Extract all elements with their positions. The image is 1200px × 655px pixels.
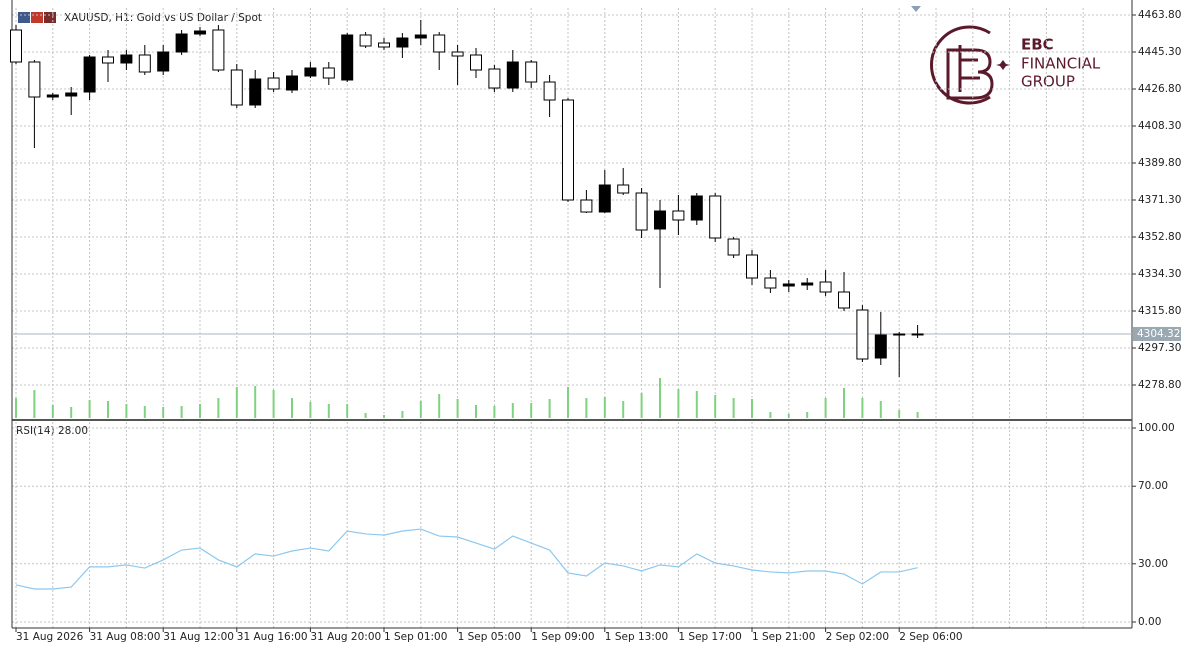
y-tick-label: 30.00 — [1138, 558, 1168, 570]
candle-body — [598, 184, 611, 213]
candle-body — [562, 99, 574, 201]
candle-body — [727, 238, 740, 256]
candle-body — [672, 210, 685, 221]
x-tick-label: 31 Aug 12:00 — [163, 631, 234, 643]
candle-body — [819, 281, 832, 293]
candle-body — [414, 34, 427, 39]
logo-text: EBC — [1021, 36, 1054, 54]
x-tick-label: 1 Sep 01:00 — [384, 631, 447, 643]
candle-body — [746, 254, 758, 279]
candle-body — [764, 277, 777, 289]
candle-body — [635, 192, 648, 231]
candle-body — [874, 334, 887, 359]
candle-body — [120, 54, 133, 64]
rsi-line — [15, 528, 918, 590]
y-tick-label: 4278.80 — [1138, 379, 1181, 391]
x-tick-label: 31 Aug 08:00 — [90, 631, 161, 643]
candle-body — [138, 54, 151, 73]
shift-marker — [911, 6, 921, 12]
candle-body — [267, 77, 280, 90]
y-tick-label: 4389.80 — [1138, 157, 1181, 169]
last-price-tag — [1133, 326, 1181, 341]
y-tick-label: 4297.30 — [1138, 342, 1181, 354]
candle-body — [230, 69, 243, 106]
y-tick-label: 100.00 — [1138, 422, 1175, 434]
y-tick-label: 70.00 — [1138, 480, 1168, 492]
x-tick-label: 31 Aug 16:00 — [237, 631, 308, 643]
logo-text: FINANCIAL — [1021, 55, 1101, 73]
y-tick-label: 4445.30 — [1138, 46, 1181, 58]
candle-body — [782, 283, 795, 287]
y-tick-label: 4352.80 — [1138, 231, 1181, 243]
x-tick-label: 2 Sep 06:00 — [899, 631, 962, 643]
candle-body — [838, 291, 850, 309]
candle-body — [304, 67, 317, 77]
candle-body — [525, 61, 538, 83]
x-tick-label: 1 Sep 13:00 — [605, 631, 668, 643]
candle-body — [654, 210, 666, 230]
y-tick-label: 4315.80 — [1138, 305, 1181, 317]
y-tick-label: 4371.30 — [1138, 194, 1181, 206]
candle-body — [194, 30, 206, 35]
candle-body — [709, 195, 722, 239]
indicator-title: RSI(14) 28.00 — [16, 425, 88, 437]
candle-body — [856, 309, 869, 360]
logo: EBC FINANCIAL GROUP — [930, 25, 1101, 105]
candle-body — [212, 29, 225, 71]
y-tick-label: 4426.80 — [1138, 83, 1181, 95]
x-tick-label: 1 Sep 05:00 — [458, 631, 521, 643]
candle-body — [46, 94, 59, 98]
candle-body — [286, 75, 298, 91]
candle-body — [157, 51, 170, 72]
candle-body — [451, 51, 464, 57]
candle-body — [249, 78, 262, 106]
y-tick-label: 4334.30 — [1138, 268, 1181, 280]
candle-body — [911, 333, 924, 336]
candle-body — [341, 34, 354, 81]
candle-body — [322, 67, 335, 79]
x-tick-label: 1 Sep 09:00 — [531, 631, 594, 643]
x-tick-label: 2 Sep 02:00 — [826, 631, 889, 643]
logo-text: GROUP — [1021, 73, 1075, 91]
candle-body — [65, 92, 78, 97]
candle-body — [378, 42, 390, 48]
y-tick-label: 4463.80 — [1138, 9, 1181, 21]
candle-body — [102, 56, 114, 64]
candle-body — [543, 81, 556, 101]
candle-body — [470, 54, 482, 71]
candle-body — [617, 184, 630, 194]
candle-body — [83, 56, 96, 93]
candle-body — [488, 68, 501, 89]
candle-body — [801, 282, 814, 286]
candle-body — [433, 34, 446, 53]
candle-body — [10, 29, 22, 63]
symbol-icon — [18, 12, 56, 23]
x-tick-label: 31 Aug 2026 — [16, 631, 84, 643]
y-tick-label: 0.00 — [1138, 616, 1161, 628]
x-tick-label: 31 Aug 20:00 — [310, 631, 381, 643]
x-tick-label: 1 Sep 21:00 — [752, 631, 815, 643]
candle-body — [175, 33, 188, 53]
x-tick-label: 1 Sep 17:00 — [678, 631, 741, 643]
candle-body — [359, 34, 372, 47]
candle-body — [28, 61, 41, 98]
last-price-label: 4304.32 — [1137, 328, 1180, 340]
candle-body — [580, 199, 593, 213]
candle-body — [396, 37, 409, 48]
candle-body — [893, 333, 906, 336]
candle-body — [506, 61, 519, 89]
y-tick-label: 4408.30 — [1138, 120, 1181, 132]
candle-body — [690, 195, 703, 221]
